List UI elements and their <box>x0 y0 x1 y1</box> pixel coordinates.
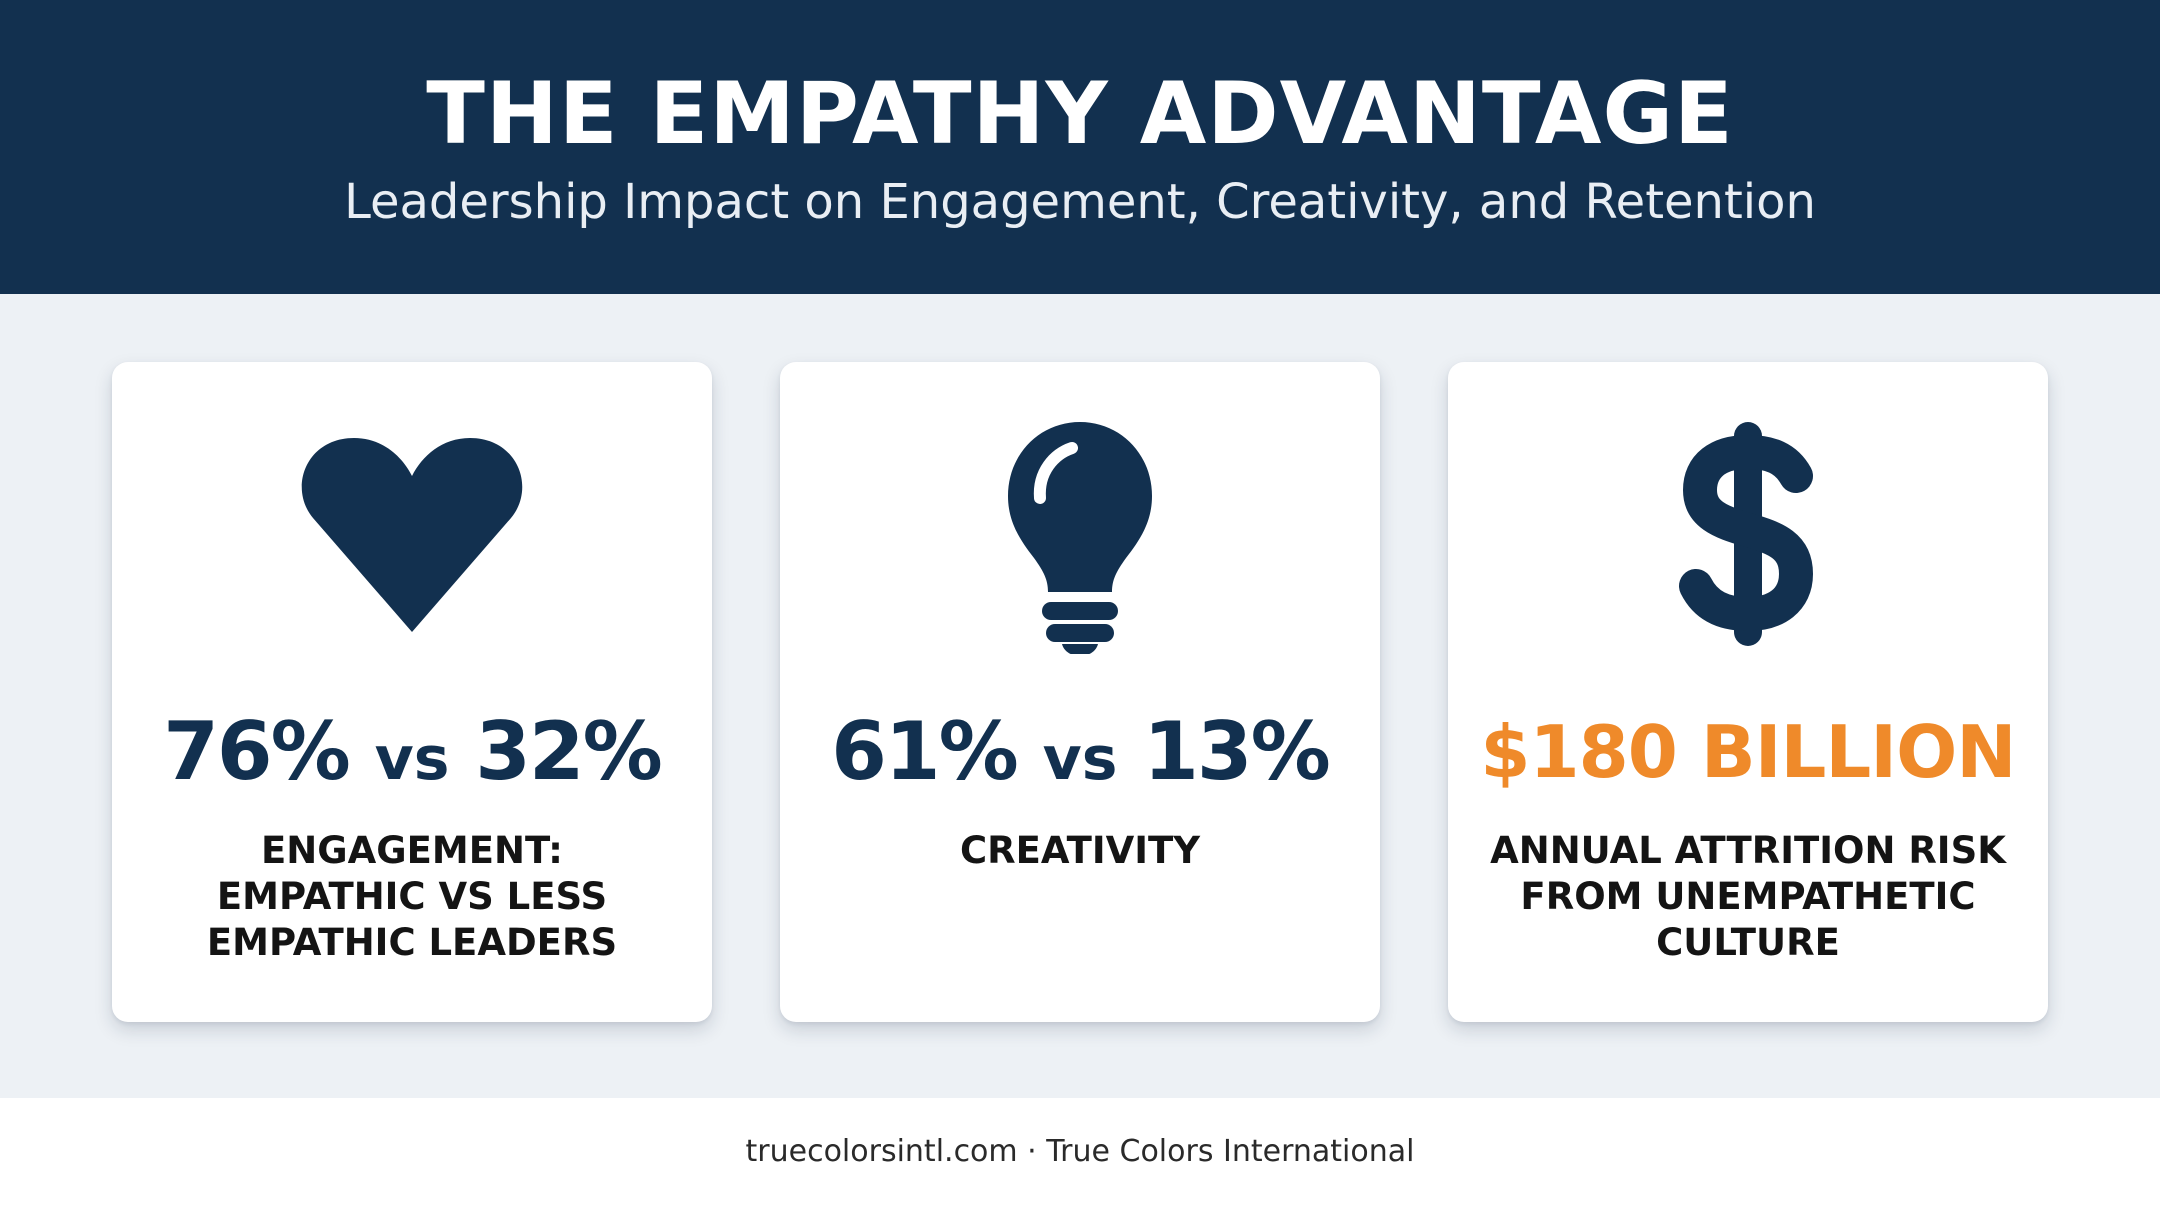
dollar-icon <box>1448 414 2048 654</box>
creativity-stat-vs: vs <box>1042 724 1118 794</box>
creativity-stat-less-empathic: 13% <box>1143 705 1330 798</box>
creativity-card: 61% vs 13% CREATIVITY <box>780 362 1380 1022</box>
header-banner: THE EMPATHY ADVANTAGE Leadership Impact … <box>0 0 2160 294</box>
attrition-card: $180 BILLION ANNUAL ATTRITION RISK FROM … <box>1448 362 2048 1022</box>
creativity-stat-empathic: 61% <box>831 705 1018 798</box>
heart-icon <box>112 414 712 654</box>
lightbulb-icon <box>780 414 1380 654</box>
page-title: THE EMPATHY ADVANTAGE <box>426 64 1734 164</box>
engagement-card: 76% vs 32% ENGAGEMENT: EMPATHIC VS LESS … <box>112 362 712 1022</box>
engagement-stat-empathic: 76% <box>163 705 350 798</box>
attrition-caption: ANNUAL ATTRITION RISK FROM UNEMPATHETIC … <box>1490 829 2006 964</box>
engagement-caption: ENGAGEMENT: EMPATHIC VS LESS EMPATHIC LE… <box>206 829 618 964</box>
engagement-stat-vs: vs <box>374 724 450 794</box>
engagement-stat: 76% vs 32% <box>112 702 712 809</box>
creativity-stat: 61% vs 13% <box>780 702 1380 809</box>
engagement-stat-less-empathic: 32% <box>475 705 662 798</box>
attrition-stat: $180 BILLION <box>1480 710 2016 794</box>
page-subtitle: Leadership Impact on Engagement, Creativ… <box>344 174 1816 230</box>
creativity-caption: CREATIVITY <box>959 829 1201 872</box>
footer-credit: truecolorsintl.com · True Colors Interna… <box>745 1134 1415 1169</box>
